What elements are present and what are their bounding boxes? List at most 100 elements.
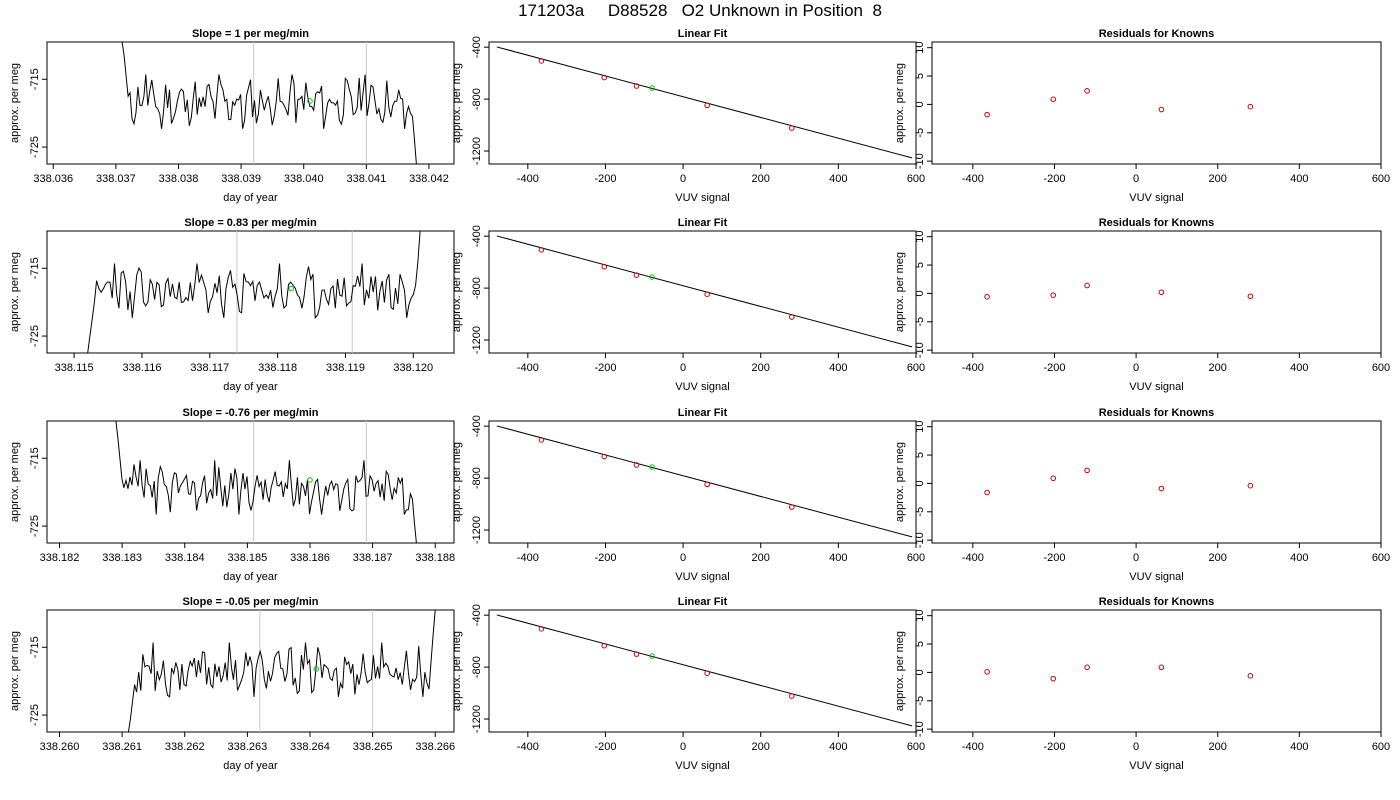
unknown-point bbox=[313, 666, 320, 672]
known-point bbox=[788, 125, 795, 131]
y-axis-label: approx. per meg bbox=[9, 63, 21, 143]
x-tick-label: -400 bbox=[517, 741, 539, 753]
plot-area bbox=[984, 467, 1254, 496]
residual-point bbox=[1158, 664, 1165, 671]
known-point bbox=[788, 504, 795, 510]
plot-area bbox=[496, 425, 913, 538]
known-point bbox=[538, 626, 545, 632]
x-tick-label: -200 bbox=[594, 552, 616, 564]
x-tick-label: 338.036 bbox=[33, 173, 73, 185]
x-tick-label: 338.183 bbox=[102, 552, 142, 564]
x-tick-label: 0 bbox=[1133, 173, 1139, 185]
known-point bbox=[788, 693, 795, 699]
plot-title: Slope = 0.83 per meg/min bbox=[184, 217, 317, 229]
x-tick-label: 338.038 bbox=[159, 173, 199, 185]
plot-area bbox=[496, 614, 913, 727]
x-tick-label: 600 bbox=[1372, 741, 1390, 753]
known-point bbox=[538, 437, 545, 443]
chart-panel-r1c1: Linear Fit -400 -200 0 200 400 600 VUV signal -4… bbox=[451, 217, 925, 393]
plot-area bbox=[121, 42, 417, 164]
plot-frame bbox=[488, 41, 917, 165]
fit-line bbox=[496, 614, 913, 727]
known-point bbox=[538, 58, 545, 64]
plot-title: Linear Fit bbox=[678, 217, 728, 229]
raw-trace bbox=[121, 42, 417, 164]
plot-area bbox=[115, 421, 417, 543]
plot-title: Residuals for Knowns bbox=[1099, 596, 1215, 608]
y-tick-label: 0 bbox=[914, 669, 926, 675]
chart-panel-r1c2: Residuals for Knowns -400 -200 0 200 400 600 VU… bbox=[894, 217, 1390, 393]
x-tick-label: -400 bbox=[962, 173, 984, 185]
plot-area bbox=[87, 231, 421, 353]
unknown-point bbox=[307, 477, 313, 483]
x-axis-label: VUV signal bbox=[1129, 381, 1183, 393]
x-tick-label: 338.039 bbox=[221, 173, 261, 185]
x-tick-label: 338.263 bbox=[227, 741, 267, 753]
x-tick-label: 600 bbox=[907, 362, 925, 374]
y-tick-label: -800 bbox=[471, 656, 483, 678]
chart-panel-r0c0: Slope = 1 per meg/min 338.036 338.037 338.0… bbox=[9, 28, 455, 204]
x-tick-label: 338.116 bbox=[122, 362, 161, 374]
plot-area bbox=[496, 46, 913, 159]
residual-point bbox=[984, 111, 990, 118]
x-tick-label: 400 bbox=[829, 173, 847, 185]
y-tick-label: -725 bbox=[29, 515, 41, 537]
y-tick-label: -10 bbox=[914, 532, 926, 548]
known-point bbox=[601, 453, 608, 460]
y-tick-label: -725 bbox=[29, 704, 41, 726]
x-tick-label: 0 bbox=[680, 362, 686, 374]
fit-line bbox=[496, 235, 913, 348]
y-tick-label: -10 bbox=[914, 721, 926, 737]
residual-point bbox=[1158, 485, 1165, 492]
y-tick-label: -10 bbox=[914, 153, 926, 169]
x-tick-label: -400 bbox=[962, 362, 984, 374]
plot-frame bbox=[931, 609, 1382, 733]
x-tick-label: 338.186 bbox=[290, 552, 330, 564]
y-tick-label: -715 bbox=[29, 636, 41, 658]
y-tick-label: -5 bbox=[914, 696, 926, 706]
plot-frame bbox=[931, 230, 1382, 354]
x-tick-label: -400 bbox=[517, 362, 539, 374]
plot-area bbox=[127, 610, 436, 732]
known-point bbox=[704, 481, 710, 488]
residual-point bbox=[1050, 475, 1057, 482]
x-tick-label: 200 bbox=[1209, 173, 1227, 185]
x-tick-label: -400 bbox=[517, 173, 539, 185]
y-tick-label: 0 bbox=[914, 480, 926, 486]
y-axis-label: approx. per meg bbox=[9, 631, 21, 711]
unknown-point bbox=[649, 653, 655, 659]
y-axis-label: approx. per meg bbox=[894, 442, 906, 522]
unknown-point bbox=[307, 98, 313, 104]
x-tick-label: 338.266 bbox=[415, 741, 455, 753]
y-axis-label: approx. per meg bbox=[894, 63, 906, 143]
x-tick-label: 338.040 bbox=[284, 173, 324, 185]
y-tick-label: -715 bbox=[29, 447, 41, 469]
known-point bbox=[601, 642, 608, 649]
x-tick-label: 200 bbox=[1209, 552, 1227, 564]
residual-point bbox=[1247, 482, 1254, 489]
plot-frame bbox=[46, 420, 455, 544]
y-tick-label: -400 bbox=[471, 225, 483, 247]
residual-point bbox=[984, 669, 990, 675]
x-tick-label: 200 bbox=[752, 741, 770, 753]
plot-area bbox=[496, 235, 913, 348]
chart-panel-r3c1: Linear Fit -400 -200 0 200 400 600 VUV signal -4… bbox=[451, 596, 925, 772]
plot-frame bbox=[46, 609, 455, 733]
unknown-point bbox=[649, 85, 655, 91]
plot-title: Linear Fit bbox=[678, 407, 728, 419]
known-point bbox=[633, 272, 640, 278]
plot-title: Slope = -0.05 per meg/min bbox=[182, 596, 318, 608]
y-tick-label: 5 bbox=[914, 452, 926, 458]
x-axis-label: VUV signal bbox=[1129, 192, 1183, 204]
known-point bbox=[633, 83, 640, 89]
x-tick-label: -200 bbox=[594, 741, 616, 753]
plot-frame bbox=[46, 41, 455, 165]
x-tick-label: -400 bbox=[962, 552, 984, 564]
y-tick-label: 5 bbox=[914, 73, 926, 79]
chart-panel-r2c2: Residuals for Knowns -400 -200 0 200 400 600 VU… bbox=[894, 407, 1390, 583]
x-tick-label: 0 bbox=[680, 741, 686, 753]
x-axis-label: VUV signal bbox=[675, 760, 729, 772]
plot-frame bbox=[488, 609, 917, 733]
y-tick-label: 10 bbox=[914, 231, 926, 243]
y-tick-label: 0 bbox=[914, 290, 926, 296]
